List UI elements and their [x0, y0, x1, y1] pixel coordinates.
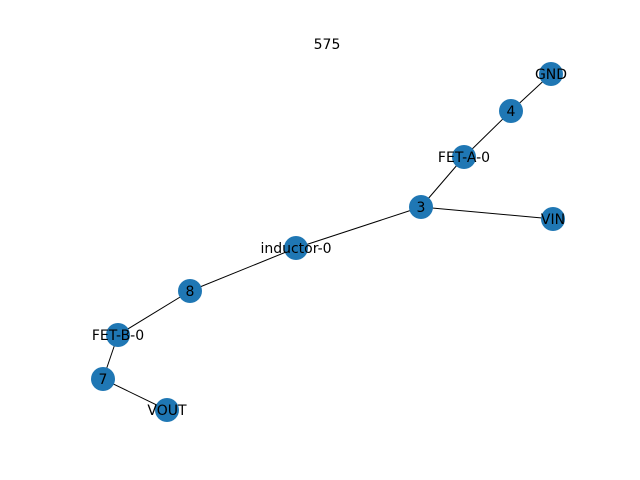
node-3 — [409, 195, 433, 219]
graph-title: 575 — [314, 37, 341, 53]
node-4 — [499, 99, 523, 123]
node-vin — [541, 207, 565, 231]
node-label-3: 3 — [417, 200, 426, 216]
node-fet-a-0 — [452, 145, 476, 169]
node-gnd — [539, 62, 563, 86]
node-label-gnd: GND — [535, 67, 567, 83]
node-8 — [178, 279, 202, 303]
edge-inductor-0-8 — [189, 247, 297, 292]
labels-group: GND 4 FET-A-0 3 VIN inductor-0 8 FET-B-0 7 VOUT — [92, 67, 567, 419]
node-label-8: 8 — [186, 284, 195, 300]
edge-3-vin — [420, 206, 554, 220]
node-7 — [91, 367, 115, 391]
node-label-inductor-0: inductor-0 — [260, 241, 331, 257]
node-label-vout: VOUT — [147, 403, 187, 419]
node-vout — [155, 398, 179, 422]
node-label-4: 4 — [507, 104, 516, 120]
node-fet-b-0 — [106, 323, 130, 347]
edge-8-fet-b-0 — [117, 290, 191, 336]
node-label-fet-b-0: FET-B-0 — [92, 328, 144, 344]
nodes-group — [91, 62, 565, 422]
node-label-vin: VIN — [541, 212, 565, 228]
edge-3-inductor-0 — [295, 206, 422, 249]
node-label-7: 7 — [99, 372, 108, 388]
node-label-fet-a-0: FET-A-0 — [438, 150, 490, 166]
node-inductor-0 — [284, 236, 308, 260]
